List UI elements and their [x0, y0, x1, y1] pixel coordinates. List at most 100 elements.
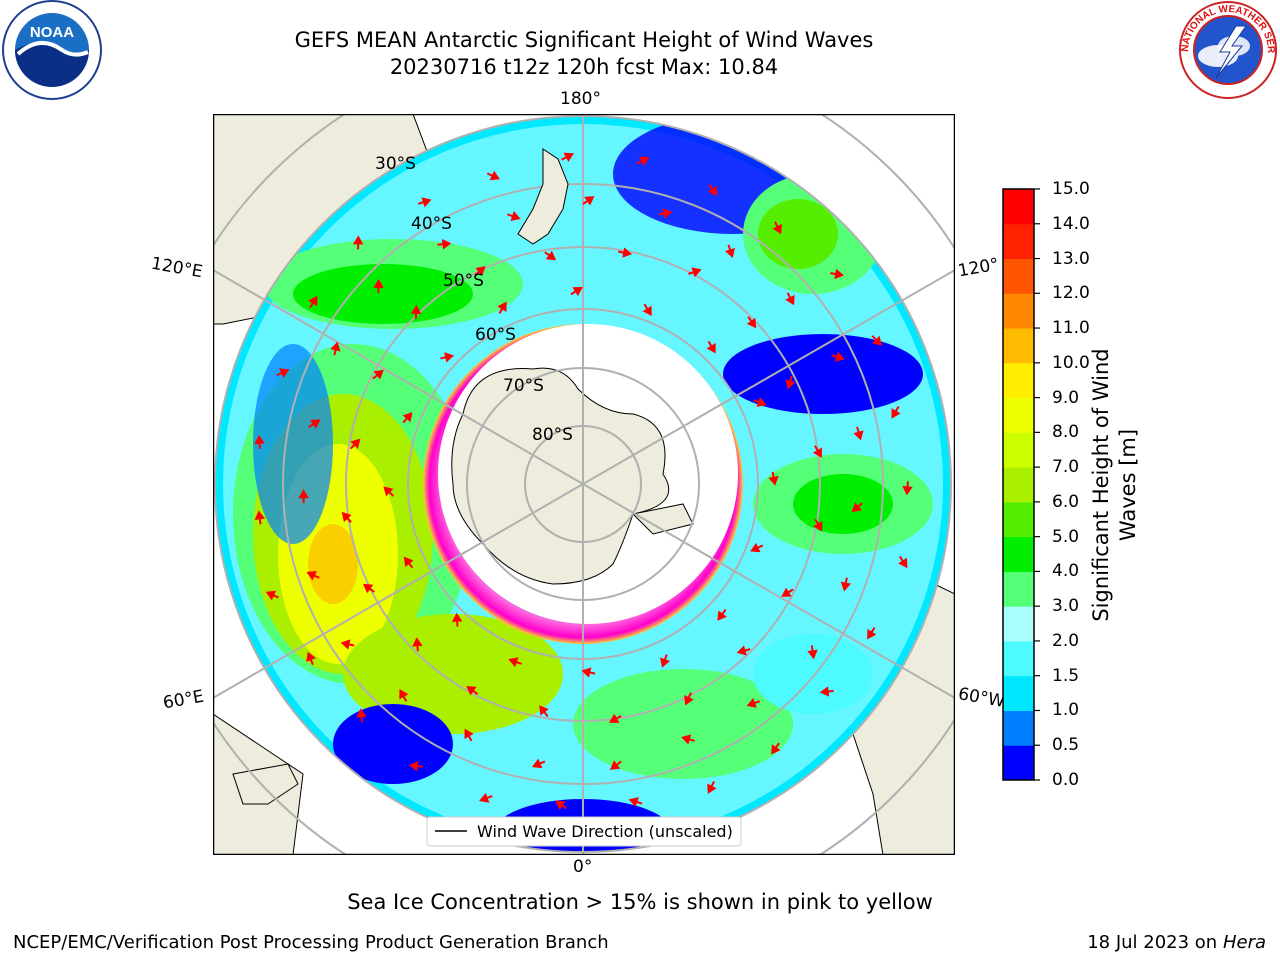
lat-label-40s: 40°S — [411, 214, 452, 234]
colorbar-tick-label: 13.0 — [1052, 248, 1090, 269]
new-zealand-land — [517, 148, 569, 245]
wind-wave-arrowhead — [340, 639, 351, 650]
wind-wave-arrowhead — [356, 708, 367, 718]
wind-wave-arrowhead — [902, 485, 913, 496]
colorbar-tick-label: 12.0 — [1052, 283, 1090, 304]
chart-subtitle: 20230716 t12z 120h fcst Max: 10.84 — [389, 55, 779, 79]
colorbar-tick-label: 15.0 — [1052, 179, 1090, 199]
madagascar-land — [232, 763, 299, 805]
wind-wave-arrowhead — [298, 489, 309, 499]
wind-wave-arrowhead — [781, 587, 792, 597]
colorbar-tick-label: 14.0 — [1052, 213, 1090, 234]
producer-credit: NCEP/EMC/Verification Post Processing Pr… — [13, 932, 609, 953]
lon-label-120w: 120° — [956, 254, 1001, 282]
wind-wave-arrowhead — [444, 352, 455, 363]
wind-wave-arrowhead — [642, 305, 652, 317]
run-date: 18 Jul 2023 on Hera — [1087, 932, 1266, 953]
wind-wave-arrowhead — [853, 430, 864, 441]
colorbar-segment — [1003, 467, 1034, 503]
colorbar-tick-label: 3.0 — [1052, 596, 1080, 617]
wind-wave-arrowhead — [819, 686, 830, 697]
wind-wave-arrowhead — [724, 247, 735, 259]
wind-wave-arrowhead — [662, 208, 673, 219]
wind-wave-arrowhead — [717, 610, 727, 621]
colorbar-segment — [1003, 258, 1034, 294]
noaa-logo-text: NOAA — [30, 24, 74, 41]
wind-wave-arrowhead — [891, 408, 901, 419]
run-machine: Hera — [1222, 932, 1266, 953]
wind-wave-arrowhead — [867, 628, 877, 640]
colorbar-segment — [1003, 189, 1034, 225]
colorbar-segment — [1003, 397, 1034, 433]
wind-wave-arrowhead — [746, 317, 757, 329]
colorbar-title-line2: Waves [m] — [1116, 428, 1140, 542]
wind-wave-arrowhead — [475, 266, 486, 276]
wind-wave-arrowhead — [350, 438, 361, 449]
colorbar-segment — [1003, 293, 1034, 329]
wind-wave-arrowhead — [308, 295, 318, 307]
wind-wave-arrowhead — [622, 247, 633, 258]
wind-wave-arrowhead — [421, 197, 432, 208]
legend-label: Wind Wave Direction (unscaled) — [477, 822, 733, 841]
colorbar-tick-label: 4.0 — [1052, 561, 1080, 582]
wind-wave-arrowhead — [383, 486, 394, 497]
national-weather-service-logo-icon: NATIONAL WEATHER SERVICE — [1176, 0, 1277, 99]
wind-wave-arrowhead — [785, 379, 796, 390]
wind-wave-arrowhead — [572, 286, 583, 297]
colorbar-tick-label: 0.0 — [1052, 770, 1080, 790]
wind-wave-arrowhead — [840, 581, 851, 592]
wind-wave-arrowhead — [563, 152, 574, 163]
wind-wave-arrowhead — [539, 705, 549, 716]
wind-wave-arrowhead — [581, 667, 592, 678]
wind-wave-arrowhead — [464, 728, 474, 740]
wind-wave-arrowhead — [330, 341, 341, 352]
wind-wave-arrowhead — [555, 800, 566, 810]
wind-wave-arrowhead — [684, 695, 694, 706]
colorbar-segment — [1003, 710, 1034, 746]
wind-wave-arrowhead — [681, 734, 692, 745]
lat-label-80s: 80°S — [532, 425, 573, 445]
chart-title: GEFS MEAN Antarctic Significant Height o… — [294, 28, 874, 52]
lon-label-60e: 60°E — [161, 686, 206, 714]
colorbar-segment — [1003, 328, 1034, 364]
wind-wave-arrowhead — [768, 475, 779, 486]
lat-label-50s: 50°S — [443, 271, 484, 291]
colorbar-segment — [1003, 571, 1034, 607]
noaa-logo-icon: NOAA — [2, 0, 102, 100]
colorbar-tick-label: 1.5 — [1052, 665, 1080, 686]
wind-wave-arrowhead — [851, 502, 862, 513]
colorbar-segment — [1003, 362, 1034, 399]
wind-wave-arrowhead — [254, 510, 266, 521]
wind-wave-arrowhead — [341, 511, 352, 523]
wind-wave-arrowhead — [402, 412, 413, 423]
wind-wave-arrowhead — [403, 556, 414, 567]
wind-wave-arrowhead — [898, 557, 908, 569]
wind-wave-arrowhead — [807, 649, 818, 660]
wind-wave-arrowhead — [412, 637, 423, 647]
wind-wave-arrowhead — [508, 657, 519, 668]
wind-wave-arrowhead — [834, 351, 845, 362]
colorbar-title: Significant Height of Wind Waves [m] — [1088, 285, 1142, 685]
sea-ice-note: Sea Ice Concentration > 15% is shown in … — [347, 890, 933, 914]
colorbar-segment — [1003, 606, 1034, 642]
wind-wave-arrowhead — [352, 235, 364, 245]
colorbar-tick-label: 5.0 — [1052, 526, 1080, 547]
wind-wave-arrowhead — [707, 783, 717, 794]
wind-direction-legend: Wind Wave Direction (unscaled) — [426, 816, 742, 847]
colorbar-tick-label: 9.0 — [1052, 387, 1080, 408]
wind-wave-arrowhead — [608, 713, 620, 723]
lon-label-120e: 120°E — [149, 253, 205, 283]
wind-wave-arrowhead — [707, 185, 718, 197]
colorbar-segment — [1003, 432, 1034, 468]
colorbar-tick-label: 2.0 — [1052, 630, 1080, 651]
wind-wave-arrowhead — [785, 294, 795, 306]
wind-wave-arrowhead — [466, 685, 477, 696]
colorbar-segment — [1003, 675, 1034, 711]
colorbar-tick-label: 0.5 — [1052, 735, 1080, 756]
wind-wave-arrowhead — [254, 434, 265, 445]
wind-wave-arrowhead — [771, 744, 781, 755]
wind-wave-arrowhead — [441, 239, 452, 250]
lat-label-60s: 60°S — [475, 325, 516, 345]
wind-wave-arrowhead — [628, 797, 639, 808]
colorbar-tick-label: 8.0 — [1052, 422, 1080, 443]
